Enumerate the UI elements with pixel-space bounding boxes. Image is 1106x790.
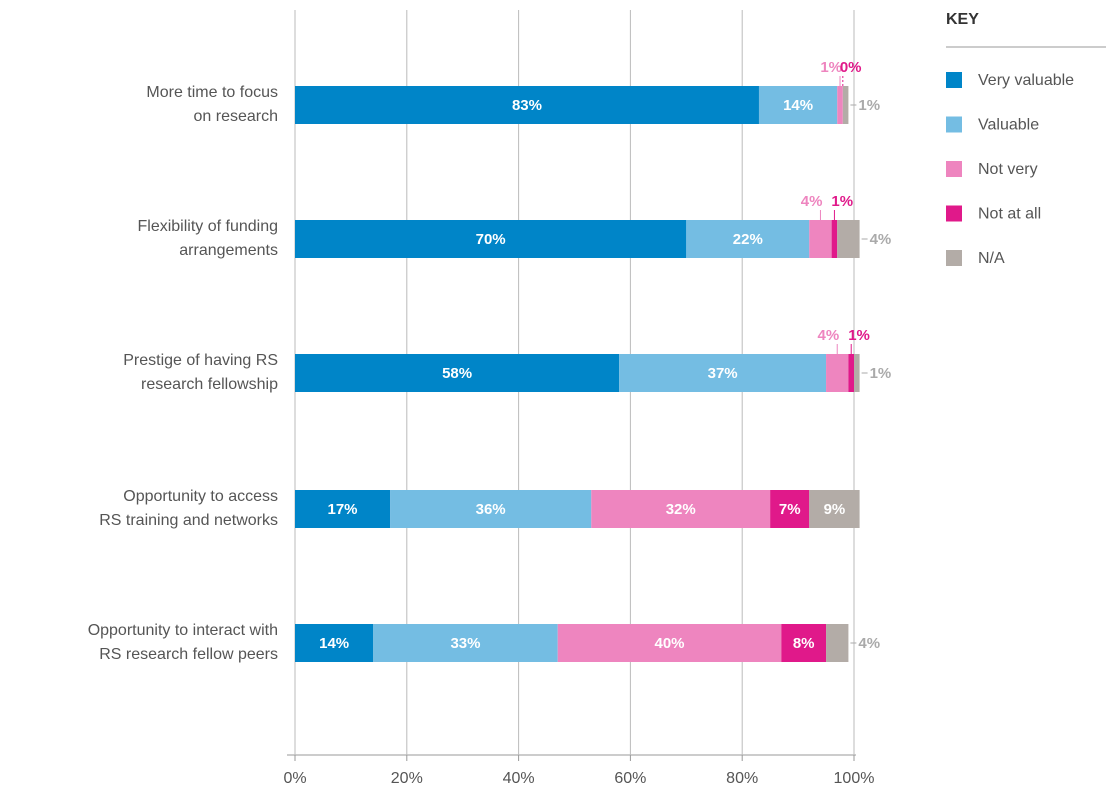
bar-segment <box>826 354 849 392</box>
value-label: 14% <box>319 635 349 652</box>
value-label: 37% <box>708 365 738 382</box>
category-label: More time to focus <box>146 84 278 101</box>
value-label: 40% <box>655 635 685 652</box>
bar-segment <box>781 624 827 662</box>
bar-segment <box>842 86 849 124</box>
category-label: Prestige of having RS <box>123 352 278 369</box>
legend-title: KEY <box>946 11 979 28</box>
bar-segment <box>837 220 860 258</box>
legend-swatch <box>946 250 962 266</box>
value-label: 4% <box>858 635 880 652</box>
x-tick-label: 20% <box>391 770 423 787</box>
legend-label: Very valuable <box>978 72 1074 89</box>
value-label: 1% <box>820 59 842 76</box>
x-tick-label: 0% <box>283 770 306 787</box>
value-label: 1% <box>870 365 892 382</box>
bar-segment <box>390 490 592 528</box>
bar-segment <box>295 86 759 124</box>
bar-segment <box>848 354 854 392</box>
value-label: 4% <box>801 193 823 210</box>
x-tick-label: 40% <box>503 770 535 787</box>
value-label: 9% <box>824 501 846 518</box>
bar-segment <box>770 490 810 528</box>
value-label: 32% <box>666 501 696 518</box>
bar-segment <box>809 220 832 258</box>
value-label: 0% <box>840 59 862 76</box>
bar-segment <box>854 354 860 392</box>
value-label: 1% <box>848 327 870 344</box>
legend-swatch <box>946 161 962 177</box>
value-label: 8% <box>793 635 815 652</box>
category-label: arrangements <box>179 242 278 259</box>
value-label: 83% <box>512 97 542 114</box>
bar-segment <box>686 220 810 258</box>
value-label: 7% <box>779 501 801 518</box>
bar-segment <box>557 624 782 662</box>
bar-segment <box>826 624 849 662</box>
legend-swatch <box>946 205 962 222</box>
value-label: 14% <box>783 97 813 114</box>
value-label: 4% <box>870 231 892 248</box>
bar-segment <box>295 624 374 662</box>
bar-segment <box>295 354 620 392</box>
legend-label: Valuable <box>978 117 1039 134</box>
category-label: research fellowship <box>141 376 278 393</box>
value-label: 4% <box>818 327 840 344</box>
legend-swatch <box>946 72 962 88</box>
category-label: RS training and networks <box>99 512 278 529</box>
legend-label: Not at all <box>978 206 1041 223</box>
bar-segment <box>295 220 687 258</box>
value-label: 1% <box>831 193 853 210</box>
legend-label: Not very <box>978 161 1038 178</box>
bar-segment <box>295 490 391 528</box>
x-tick-label: 60% <box>614 770 646 787</box>
value-label: 33% <box>450 635 480 652</box>
category-label: Flexibility of funding <box>137 218 278 235</box>
category-label: Opportunity to access <box>123 488 278 505</box>
bar-segment <box>619 354 827 392</box>
value-label: 36% <box>476 501 506 518</box>
bar-segment <box>837 86 843 124</box>
value-label: 70% <box>476 231 506 248</box>
category-label: on research <box>194 108 279 125</box>
value-label: 1% <box>858 97 880 114</box>
bar-segment <box>809 490 860 528</box>
value-label: 58% <box>442 365 472 382</box>
category-label: Opportunity to interact with <box>88 622 278 639</box>
legend-label: N/A <box>978 250 1005 267</box>
bar-segment <box>591 490 771 528</box>
value-label: 17% <box>327 501 357 518</box>
legend-swatch <box>946 116 962 133</box>
bar-segment <box>758 86 838 124</box>
x-tick-label: 100% <box>834 770 875 787</box>
bar-segment <box>831 220 838 258</box>
category-label: RS research fellow peers <box>99 646 278 663</box>
x-tick-label: 80% <box>726 770 758 787</box>
value-label: 22% <box>733 231 763 248</box>
bar-segment <box>373 624 558 662</box>
